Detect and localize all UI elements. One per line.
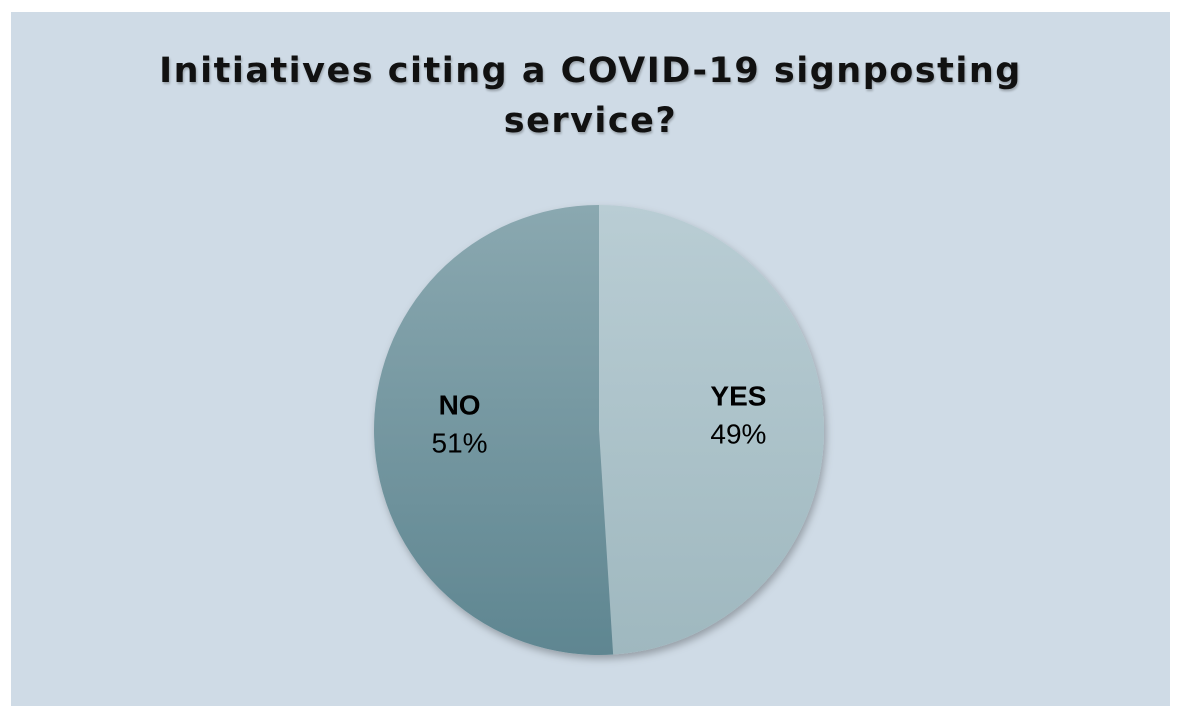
- chart-title-line-1: Initiatives citing a COVID-19 signpostin…: [159, 51, 1022, 91]
- chart-title-line-2: service?: [503, 101, 678, 141]
- chart-area: Initiatives citing a COVID-19 signpostin…: [11, 12, 1170, 706]
- pie-slices: [374, 205, 825, 655]
- pie-chart: YES 49% NO 51%: [374, 205, 825, 655]
- slice-label-yes: YES: [710, 381, 766, 412]
- pie-slice-no: [374, 205, 614, 655]
- pie-slice-yes: [599, 205, 825, 655]
- slice-label-no: NO: [439, 389, 481, 420]
- slice-percent-no: 51%: [432, 427, 488, 458]
- chart-title: Initiatives citing a COVID-19 signpostin…: [11, 46, 1170, 146]
- slice-percent-yes: 49%: [710, 419, 766, 450]
